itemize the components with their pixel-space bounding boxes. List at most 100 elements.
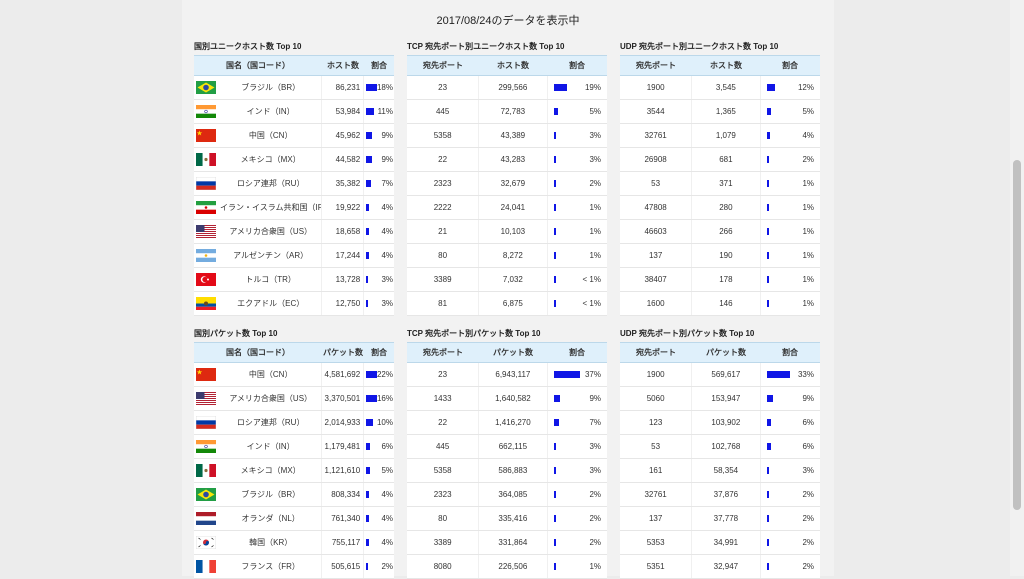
percent-value: 3% bbox=[589, 442, 601, 451]
count-cell: 17,244 bbox=[322, 244, 365, 267]
table-row: 47808 280 1% bbox=[620, 196, 820, 220]
scrollbar-thumb[interactable] bbox=[1013, 160, 1021, 510]
percent-cell: < 1% bbox=[548, 292, 607, 315]
percent-cell: 2% bbox=[761, 531, 820, 554]
percent-value: 4% bbox=[381, 251, 393, 260]
port-cell: 32761 bbox=[620, 483, 693, 506]
port-cell: 137 bbox=[620, 507, 693, 530]
percent-cell: 3% bbox=[548, 435, 607, 458]
percent-cell: 5% bbox=[761, 100, 820, 123]
percent-value: 10% bbox=[376, 418, 393, 427]
percent-cell: 3% bbox=[548, 124, 607, 147]
table-row: アルゼンチン（AR） 17,244 4% bbox=[194, 244, 394, 268]
us-flag-icon bbox=[194, 225, 220, 238]
percent-bar bbox=[366, 443, 371, 450]
percent-cell: 2% bbox=[548, 483, 607, 506]
column-header: 割合 bbox=[569, 348, 585, 357]
table-row: エクアドル（EC） 12,750 3% bbox=[194, 292, 394, 316]
percent-value: 9% bbox=[589, 394, 601, 403]
count-cell: 335,416 bbox=[479, 507, 548, 530]
count-cell: 662,115 bbox=[479, 435, 548, 458]
percent-bar bbox=[766, 300, 769, 307]
count-cell: 6,943,117 bbox=[479, 363, 548, 386]
country-name: アメリカ合衆国（US） bbox=[229, 394, 313, 403]
country-name: インド（IN） bbox=[246, 442, 295, 451]
percent-cell: 9% bbox=[364, 148, 394, 171]
nl-flag-icon bbox=[194, 512, 220, 525]
ir-flag-icon bbox=[194, 201, 220, 214]
percent-cell: 4% bbox=[364, 196, 394, 219]
country-cell: トルコ（TR） bbox=[194, 268, 323, 291]
count-cell: 24,041 bbox=[479, 196, 548, 219]
count-cell: 1,079 bbox=[692, 124, 761, 147]
column-header: ホスト数 bbox=[497, 61, 529, 70]
percent-bar bbox=[766, 156, 769, 163]
cn-flag-icon bbox=[194, 129, 220, 142]
percent-bar bbox=[366, 156, 373, 163]
percent-cell: 12% bbox=[761, 76, 820, 99]
percent-bar bbox=[553, 276, 556, 283]
percent-value: 2% bbox=[381, 562, 393, 571]
percent-bar bbox=[366, 395, 377, 402]
percent-value: < 1% bbox=[582, 275, 601, 284]
count-cell: 1,640,582 bbox=[479, 387, 548, 410]
table-row: 8080 226,506 1% bbox=[407, 555, 607, 579]
mx-flag-icon bbox=[194, 153, 220, 166]
percent-value: 18% bbox=[376, 83, 393, 92]
table-row: 26908 681 2% bbox=[620, 148, 820, 172]
table-row: インド（IN） 1,179,481 6% bbox=[194, 435, 394, 459]
column-header: 割合 bbox=[782, 61, 798, 70]
percent-value: 19% bbox=[584, 83, 601, 92]
port-cell: 2222 bbox=[407, 196, 480, 219]
table-row: 5060 153,947 9% bbox=[620, 387, 820, 411]
percent-value: 2% bbox=[802, 562, 814, 571]
country-cell: アメリカ合衆国（US） bbox=[194, 387, 323, 410]
percent-cell: 1% bbox=[761, 244, 820, 267]
table-row: イラン・イスラム共和国（IR） 19,922 4% bbox=[194, 196, 394, 220]
column-header: ホスト数 bbox=[710, 61, 742, 70]
count-cell: 6,875 bbox=[479, 292, 548, 315]
port-cell: 445 bbox=[407, 100, 480, 123]
table-row: ロシア連邦（RU） 2,014,933 10% bbox=[194, 411, 394, 435]
percent-bar bbox=[766, 204, 769, 211]
percent-cell: 6% bbox=[761, 411, 820, 434]
column-header: 宛先ポート bbox=[636, 61, 676, 70]
percent-bar bbox=[366, 132, 373, 139]
column-header: 割合 bbox=[782, 348, 798, 357]
port-cell: 46603 bbox=[620, 220, 693, 243]
table-title: UDP 宛先ポート別ユニークホスト数 Top 10 bbox=[620, 42, 779, 51]
percent-value: 16% bbox=[376, 394, 393, 403]
port-cell: 3544 bbox=[620, 100, 693, 123]
country-cell: アルゼンチン（AR） bbox=[194, 244, 323, 267]
column-header: パケット数 bbox=[323, 348, 363, 357]
column-header: パケット数 bbox=[706, 348, 746, 357]
percent-value: 6% bbox=[802, 442, 814, 451]
percent-value: 5% bbox=[589, 107, 601, 116]
country-name: トルコ（TR） bbox=[245, 275, 296, 284]
percent-value: 9% bbox=[381, 155, 393, 164]
count-cell: 190 bbox=[692, 244, 761, 267]
percent-cell: 2% bbox=[548, 172, 607, 195]
percent-value: 4% bbox=[381, 203, 393, 212]
tcp-hosts-table: TCP 宛先ポート別ユニークホスト数 Top 10 宛先ポート ホスト数 割合 23 29… bbox=[407, 41, 607, 316]
count-cell: 299,566 bbox=[479, 76, 548, 99]
port-cell: 445 bbox=[407, 435, 480, 458]
percent-bar bbox=[366, 515, 370, 522]
table-row: 5351 32,947 2% bbox=[620, 555, 820, 579]
percent-bar bbox=[553, 539, 556, 546]
table-row: 5358 586,883 3% bbox=[407, 459, 607, 483]
percent-bar bbox=[553, 371, 580, 378]
percent-cell: 5% bbox=[548, 100, 607, 123]
port-cell: 1900 bbox=[620, 76, 693, 99]
percent-value: 1% bbox=[589, 562, 601, 571]
table-row: 23 6,943,117 37% bbox=[407, 363, 607, 387]
content-panel: 2017/08/24のデータを表示中 国別ユニークホスト数 Top 10 国名（国… bbox=[182, 0, 834, 579]
vertical-scrollbar[interactable] bbox=[1010, 0, 1024, 576]
country-cell: 韓国（KR） bbox=[194, 531, 323, 554]
country-name: ロシア連邦（RU） bbox=[236, 179, 305, 188]
percent-value: 3% bbox=[589, 131, 601, 140]
percent-cell: 1% bbox=[548, 220, 607, 243]
percent-bar bbox=[366, 539, 370, 546]
country-name: メキシコ（MX） bbox=[240, 466, 301, 475]
percent-bar bbox=[366, 563, 369, 570]
